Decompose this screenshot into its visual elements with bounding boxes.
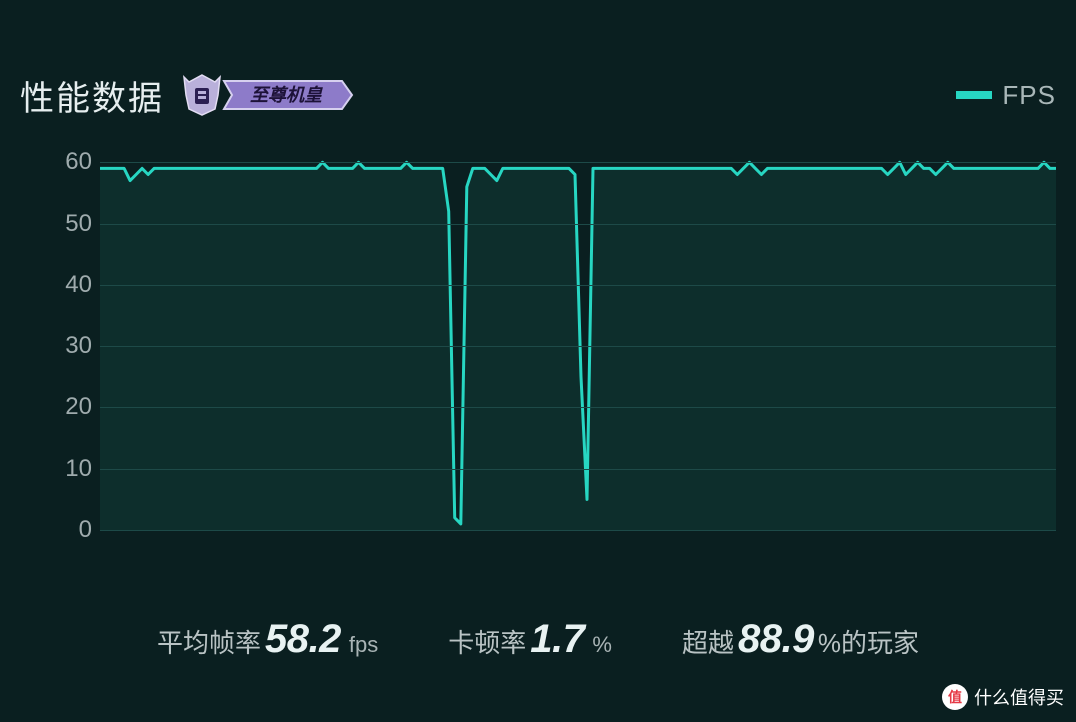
rank-badge-text: 至尊机皇 bbox=[250, 85, 323, 105]
stat-surpass-value: 88.9 bbox=[738, 617, 814, 662]
stats-row: 平均帧率 58.2 fps 卡顿率 1.7 % 超越 88.9 %的玩家 bbox=[0, 617, 1076, 662]
gridline bbox=[100, 407, 1056, 408]
watermark-text: 什么值得买 bbox=[974, 684, 1064, 710]
stat-surpass-suffix: %的玩家 bbox=[818, 623, 919, 660]
gridline bbox=[100, 285, 1056, 286]
fps-chart: 0 10 20 30 40 50 60 bbox=[20, 150, 1056, 550]
stat-stutter-value: 1.7 bbox=[530, 617, 584, 662]
rank-badge-icon: 至尊机皇 bbox=[178, 71, 358, 119]
stat-surpass-prefix: 超越 bbox=[682, 623, 734, 660]
y-tick-label: 10 bbox=[20, 455, 92, 483]
fps-series bbox=[100, 150, 1056, 530]
header: 性能数据 至尊机皇 FPS bbox=[20, 65, 1056, 125]
page-title: 性能数据 bbox=[20, 71, 164, 120]
legend-swatch bbox=[956, 91, 992, 99]
stat-stutter-unit: % bbox=[592, 632, 612, 658]
y-tick-label: 60 bbox=[20, 148, 92, 176]
watermark-badge-icon: 值 bbox=[942, 684, 968, 710]
rank-badge: 至尊机皇 bbox=[178, 75, 358, 115]
stat-avg-fps: 平均帧率 58.2 fps bbox=[157, 617, 378, 662]
stat-stutter-label: 卡顿率 bbox=[448, 623, 526, 660]
watermark: 值 什么值得买 bbox=[942, 684, 1064, 710]
y-tick-label: 0 bbox=[20, 516, 92, 544]
legend-label: FPS bbox=[1002, 80, 1056, 111]
legend: FPS bbox=[956, 80, 1056, 111]
stat-avg-fps-value: 58.2 bbox=[265, 617, 341, 662]
stat-avg-fps-unit: fps bbox=[349, 632, 378, 658]
stat-surpass: 超越 88.9 %的玩家 bbox=[682, 617, 919, 662]
gridline bbox=[100, 469, 1056, 470]
y-tick-label: 20 bbox=[20, 393, 92, 421]
stat-avg-fps-label: 平均帧率 bbox=[157, 623, 261, 660]
gridline bbox=[100, 346, 1056, 347]
stat-stutter: 卡顿率 1.7 % bbox=[448, 617, 612, 662]
y-tick-label: 40 bbox=[20, 271, 92, 299]
gridline bbox=[100, 530, 1056, 531]
y-tick-label: 30 bbox=[20, 332, 92, 360]
gridline bbox=[100, 224, 1056, 225]
y-tick-label: 50 bbox=[20, 210, 92, 238]
gridline bbox=[100, 162, 1056, 163]
